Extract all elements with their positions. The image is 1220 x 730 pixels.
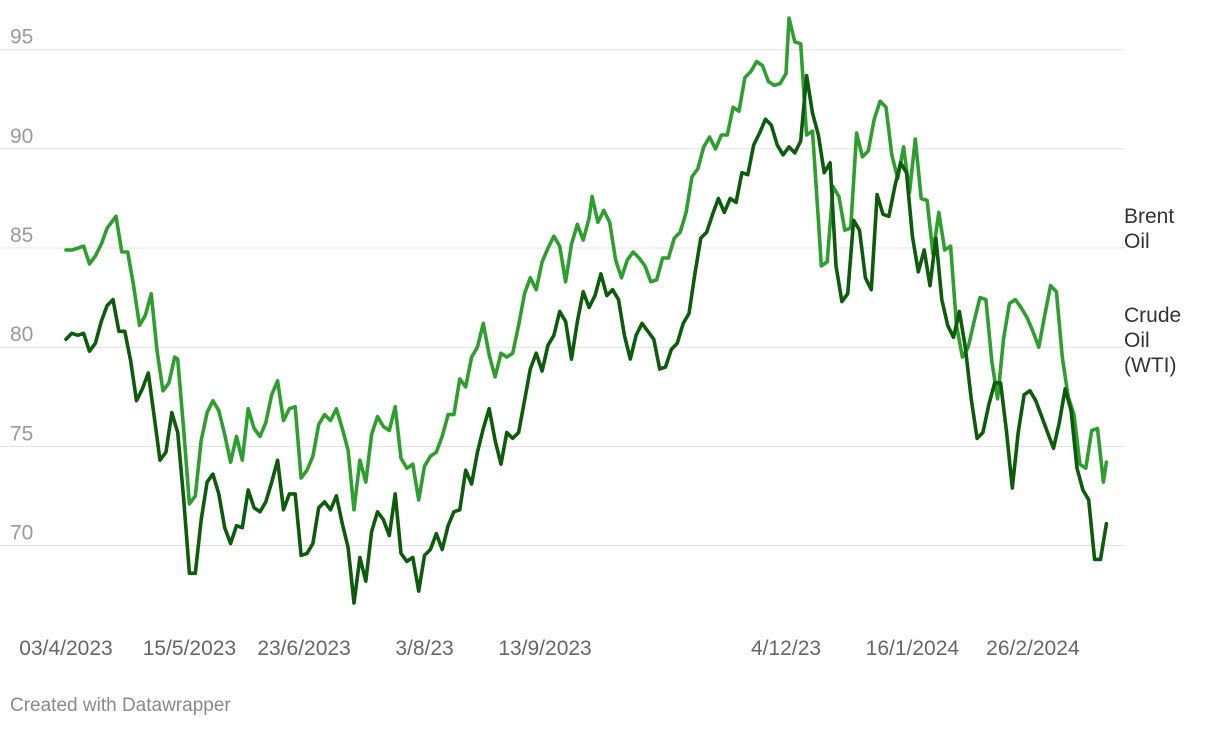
gridlines xyxy=(0,49,1124,547)
x-tick-label: 4/12/23 xyxy=(751,637,821,660)
x-tick-label: 26/2/2024 xyxy=(986,637,1080,660)
brent-oil-line xyxy=(64,16,1109,512)
wti-label-line-2: Oil xyxy=(1124,329,1150,352)
y-tick-label: 80 xyxy=(10,323,33,346)
y-tick-label: 85 xyxy=(10,224,33,247)
y-tick-label: 95 xyxy=(10,26,33,49)
y-tick-label: 75 xyxy=(10,422,33,445)
y-tick-label: 70 xyxy=(10,522,33,545)
crude-oil-wti-line xyxy=(64,73,1109,605)
x-tick-label: 15/5/2023 xyxy=(143,637,236,660)
x-tick-label: 3/8/23 xyxy=(395,637,453,660)
x-tick-label: 16/1/2024 xyxy=(866,637,960,660)
datawrapper-credit: Created with Datawrapper xyxy=(10,695,231,716)
x-axis-ticks: 03/4/2023 15/5/2023 23/6/2023 3/8/23 13/9/20… xyxy=(19,637,1080,660)
brent-oil-label-line-1: Brent xyxy=(1124,205,1174,228)
brent-oil-label-line-2: Oil xyxy=(1124,230,1150,253)
wti-label-line-1: Crude xyxy=(1124,304,1181,327)
x-tick-label: 03/4/2023 xyxy=(19,637,112,660)
series-labels: Brent Oil Crude Oil (WTI) xyxy=(1124,205,1181,377)
y-axis-ticks: 70 75 80 85 90 95 xyxy=(10,26,33,545)
wti-label-line-3: (WTI) xyxy=(1124,354,1176,377)
x-tick-label: 23/6/2023 xyxy=(257,637,350,660)
y-tick-label: 90 xyxy=(10,125,33,148)
x-tick-label: 13/9/2023 xyxy=(498,637,591,660)
series-lines xyxy=(64,16,1109,605)
